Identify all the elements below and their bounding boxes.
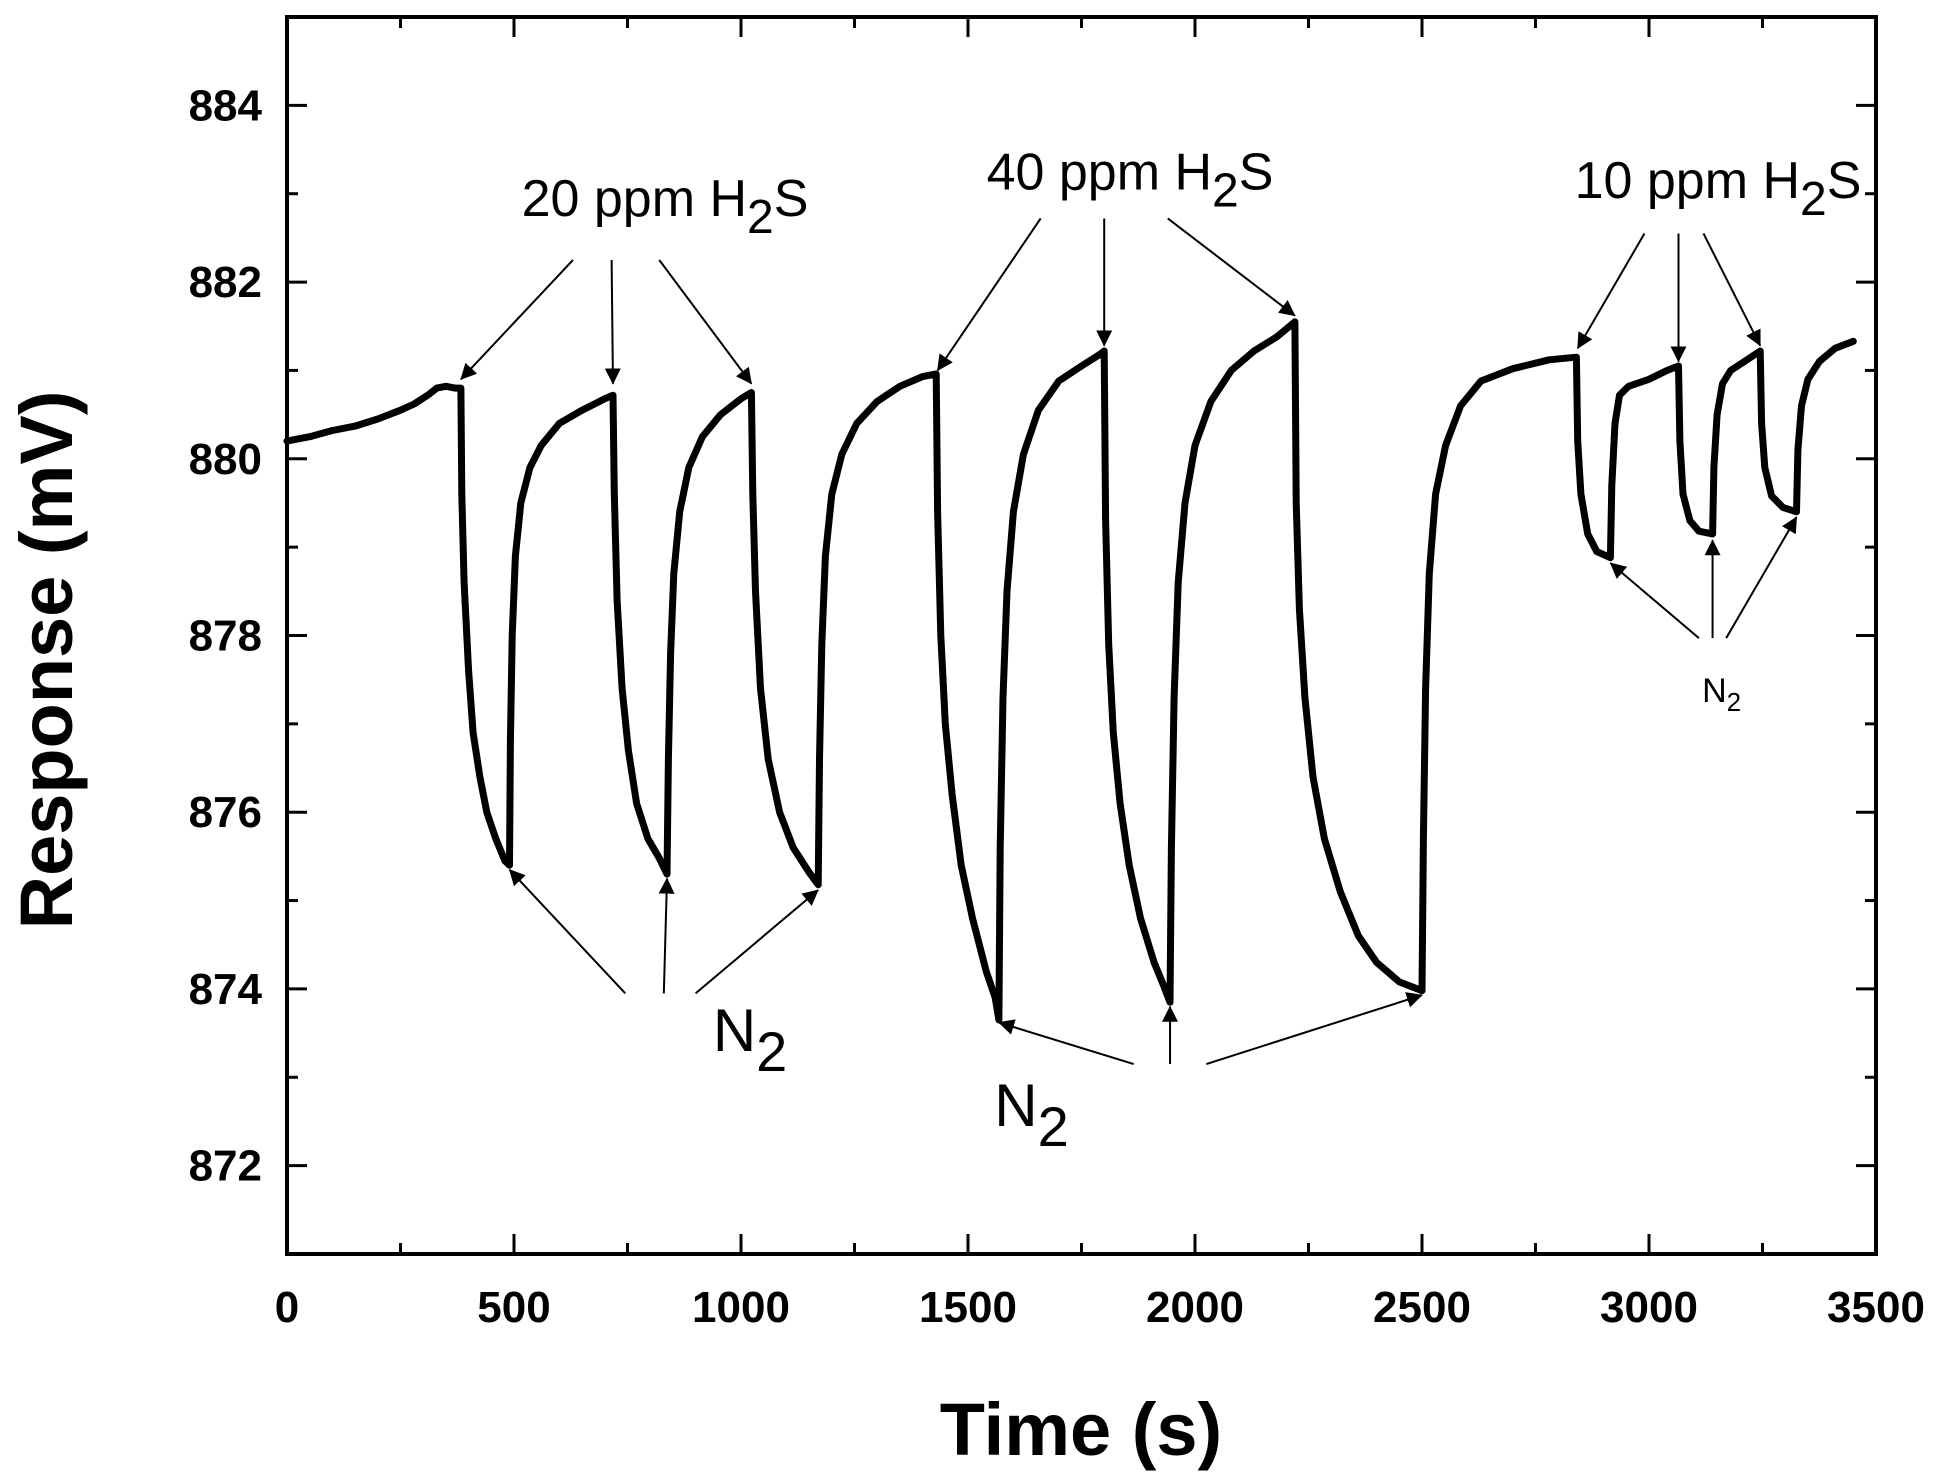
annotation-arrow [1576,232,1646,350]
ann-n2-c-group: N2 [1609,516,1798,717]
ann-10ppm-main: 10 ppm H [1575,152,1800,210]
y-tick-label: 872 [189,1142,262,1191]
annotation-arrow [604,259,621,385]
ann-20ppm-main: 20 ppm H [522,170,747,228]
ann-40ppm-label: 40 ppm H2S [987,143,1274,217]
y-axis-title: Response (mV) [5,391,88,930]
ann-n2-a-label: N2 [713,997,788,1083]
ann-40ppm-main: 40 ppm H [987,143,1212,201]
ann-10ppm-group: 10 ppm H2S [1575,152,1862,363]
ann-40ppm-subscript: 2 [1212,164,1239,217]
plot-frame [285,15,1878,1256]
annotation-arrow [1609,562,1700,639]
annotation-arrow [658,877,675,994]
x-tick-label: 500 [477,1283,550,1332]
annotation-arrow [998,1019,1135,1065]
x-tick-label: 2000 [1146,1283,1244,1332]
ann-n2-c-subscript: 2 [1727,687,1741,717]
x-tick-label: 1000 [692,1283,790,1332]
x-tick-label: 3000 [1600,1283,1698,1332]
ann-20ppm-post: S [774,170,809,228]
series-layer [283,318,1857,1024]
ann-20ppm-subscript: 2 [747,191,774,244]
annotation-arrow [508,868,626,995]
ann-10ppm-label: 10 ppm H2S [1575,152,1862,226]
ann-10ppm-post: S [1827,152,1862,210]
ann-n2-b-group: N2 [994,992,1423,1158]
x-tick-label: 3500 [1827,1283,1925,1332]
ann-n2-a-group: N2 [508,868,819,1083]
ann-40ppm-post: S [1239,143,1274,201]
ann-n2-b-main: N [994,1072,1037,1139]
ann-40ppm-group: 40 ppm H2S [936,143,1296,372]
annotation-arrow [460,259,574,380]
y-tick-label: 874 [189,965,263,1014]
ann-10ppm-subscript: 2 [1800,173,1827,226]
ann-n2-a-main: N [713,997,756,1064]
y-tick-label: 884 [189,81,263,130]
x-tick-label: 2500 [1373,1283,1471,1332]
x-tick-label: 1500 [919,1283,1017,1332]
annotation-arrow [1725,516,1798,639]
x-axis-title: Time (s) [940,1388,1222,1471]
ann-n2-a-subscript: 2 [756,1020,787,1083]
annotation-arrow [936,217,1042,372]
y-tick-label: 880 [189,435,262,484]
annotation-arrow [1702,233,1762,347]
y-tick-label: 878 [189,612,262,661]
ann-n2-c-main: N [1702,672,1727,710]
response-line [283,318,1857,1024]
y-tick-label: 882 [189,258,262,307]
ann-n2-c-label: N2 [1702,672,1741,717]
y-tick-label: 876 [189,788,262,837]
axes: 0 500 1000 1500 2000 2500 3000 3500 872 874 876 878… [189,15,1925,1332]
ann-20ppm-label: 20 ppm H2S [522,170,809,244]
x-tick-label: 0 [275,1283,299,1332]
annotation-arrow [694,889,819,995]
annotation-arrow [1167,217,1296,317]
ann-20ppm-group: 20 ppm H2S [460,170,809,385]
ann-n2-b-subscript: 2 [1038,1095,1069,1158]
annotation-arrow [1206,992,1423,1065]
ann-n2-b-label: N2 [994,1072,1069,1158]
annotation-arrow [658,259,753,385]
